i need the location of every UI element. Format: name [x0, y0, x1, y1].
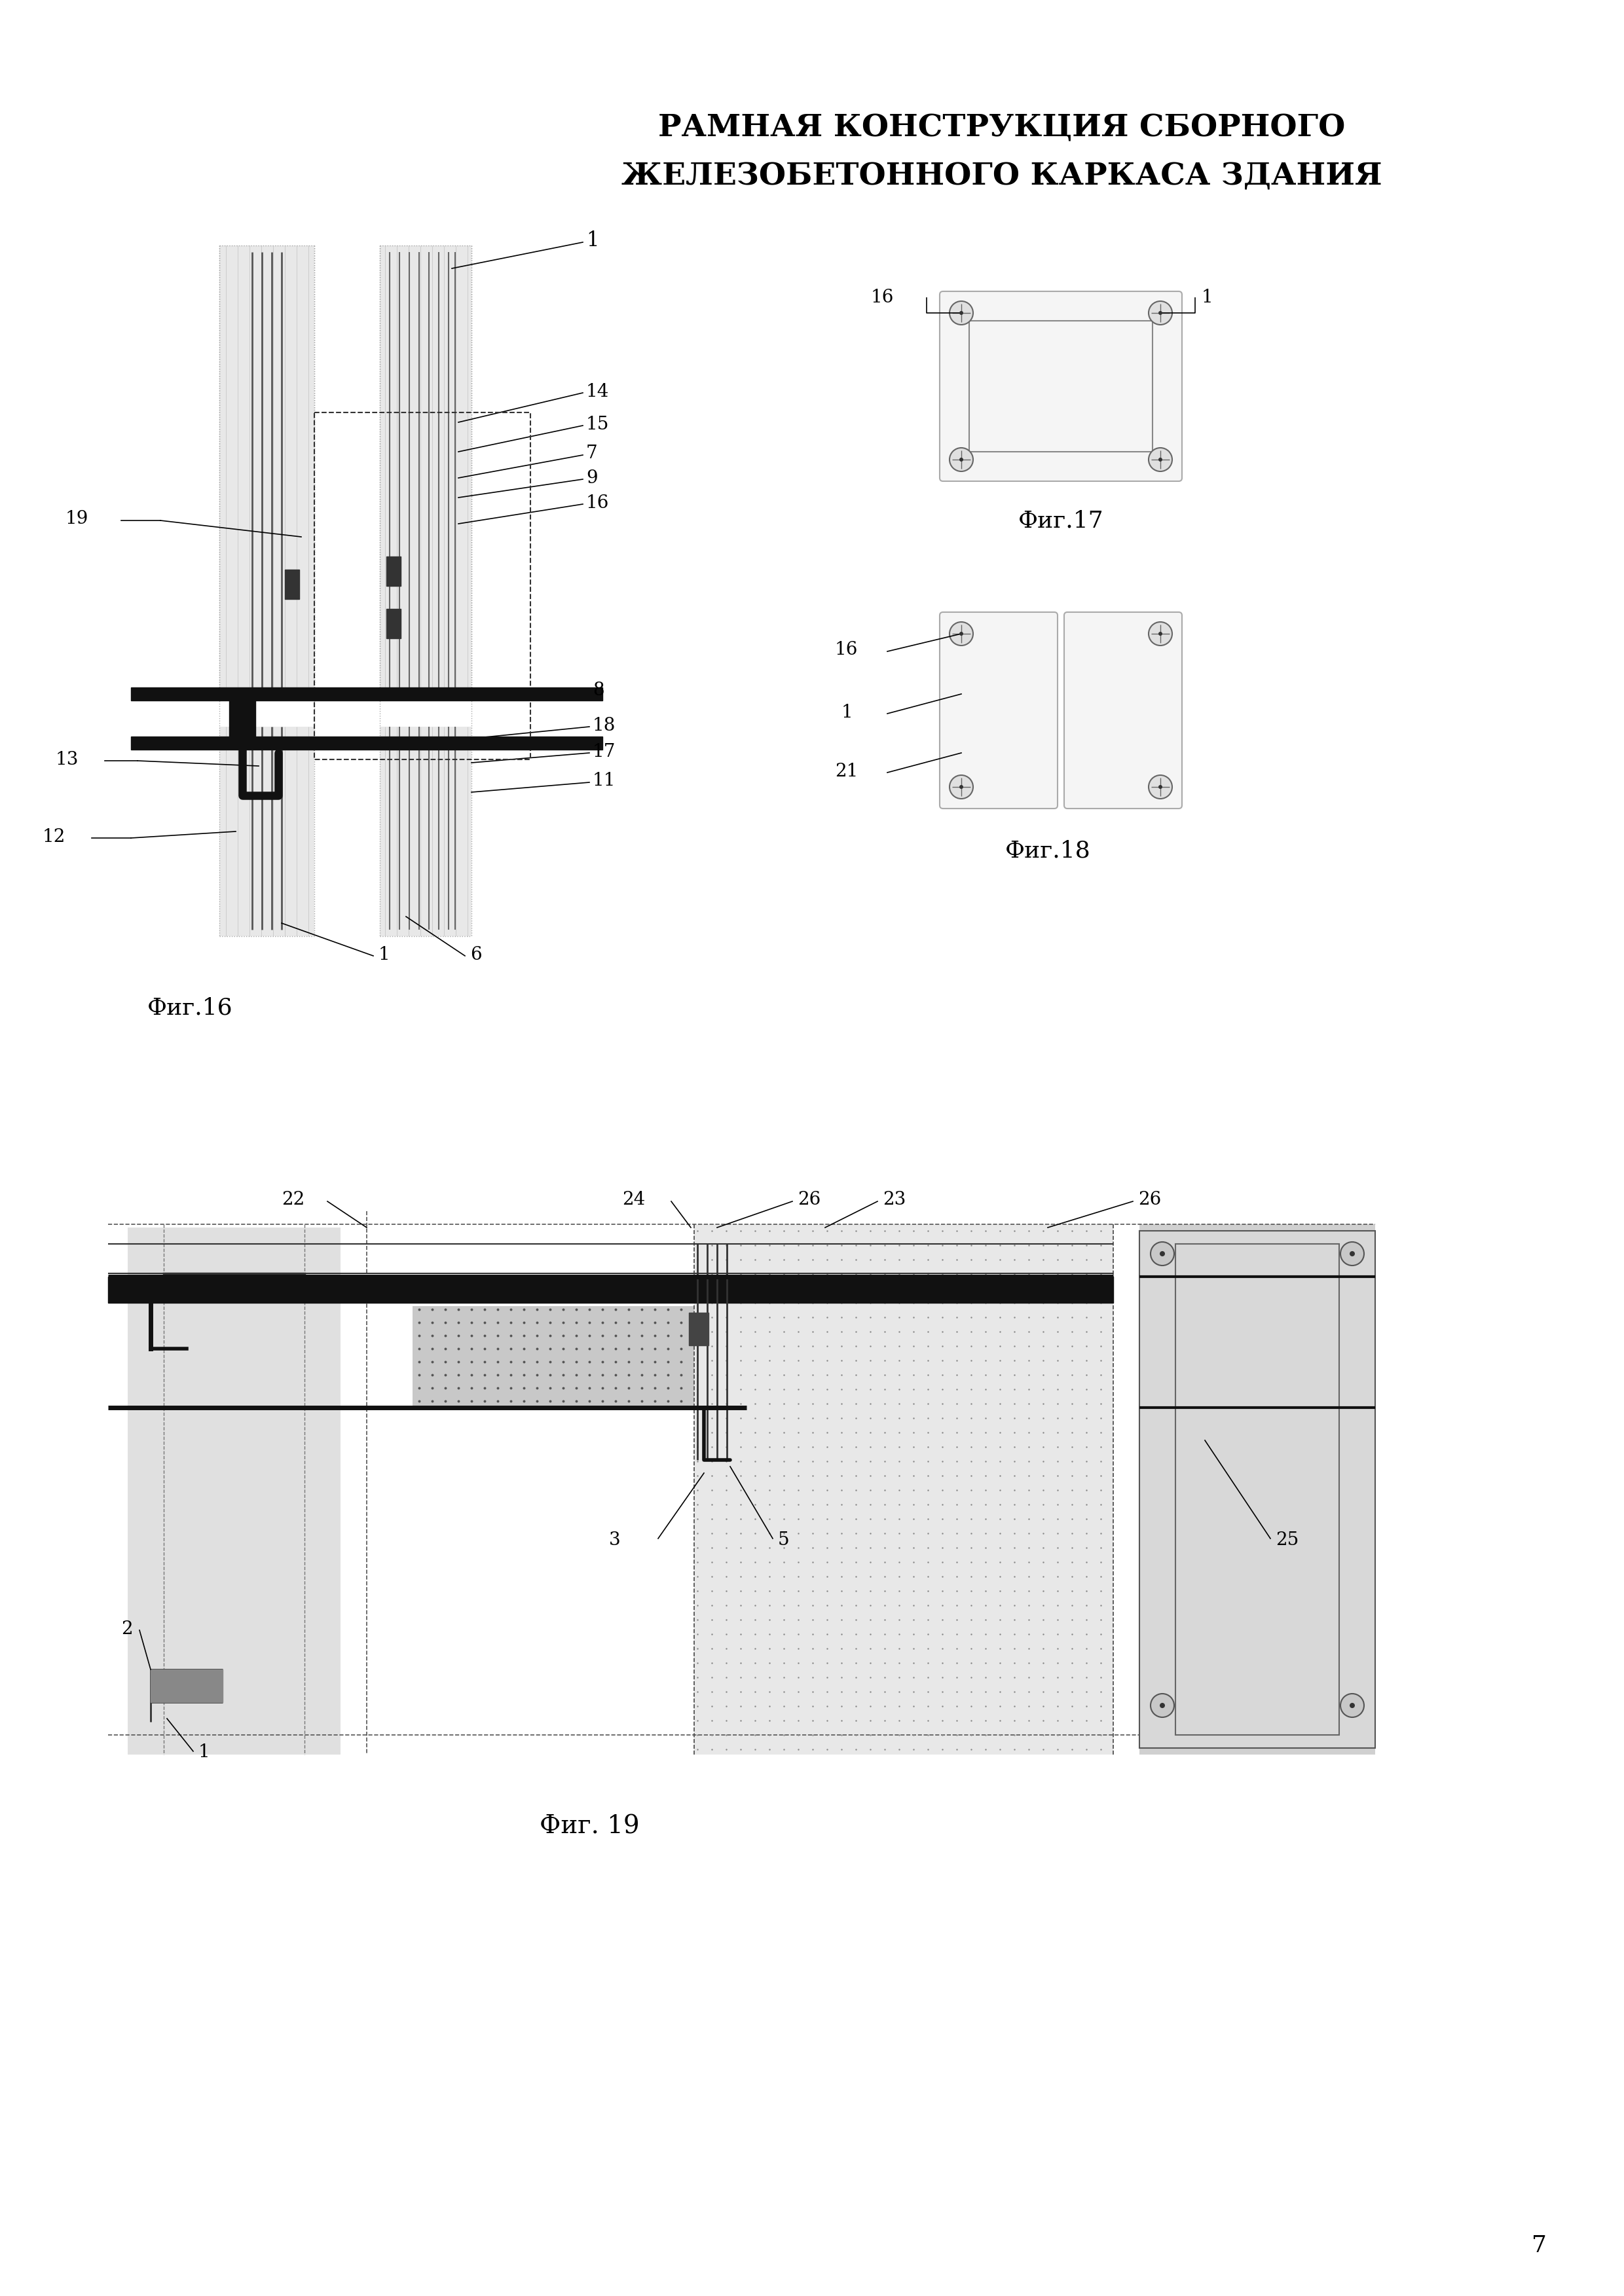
- Text: 6: 6: [471, 946, 482, 964]
- Text: 11: 11: [593, 771, 615, 790]
- Bar: [1140, 1231, 1376, 1747]
- Bar: [109, 1277, 1112, 1302]
- Bar: [1140, 1224, 1376, 1754]
- Text: 26: 26: [1138, 1192, 1161, 1210]
- Text: 7: 7: [586, 445, 598, 461]
- Circle shape: [1148, 448, 1173, 471]
- Circle shape: [1160, 1251, 1164, 1256]
- Circle shape: [1158, 631, 1163, 636]
- Circle shape: [1148, 776, 1173, 799]
- Text: Фиг.18: Фиг.18: [1005, 840, 1091, 863]
- Bar: [132, 687, 603, 700]
- Text: 1: 1: [586, 232, 599, 250]
- Circle shape: [1158, 457, 1163, 461]
- Text: 17: 17: [593, 742, 615, 760]
- Text: 13: 13: [55, 751, 80, 769]
- Text: 2: 2: [122, 1621, 133, 1637]
- Circle shape: [1340, 1242, 1364, 1265]
- Text: 21: 21: [835, 762, 857, 781]
- Bar: [412, 1306, 693, 1407]
- Text: Фиг.17: Фиг.17: [1018, 510, 1104, 533]
- FancyBboxPatch shape: [940, 292, 1182, 482]
- Text: 16: 16: [870, 289, 895, 308]
- Text: 15: 15: [586, 416, 609, 434]
- Bar: [380, 728, 471, 937]
- Circle shape: [950, 776, 973, 799]
- Bar: [380, 246, 471, 687]
- Bar: [219, 728, 315, 937]
- FancyBboxPatch shape: [940, 613, 1057, 808]
- Text: РАМНАЯ КОНСТРУКЦИЯ СБОРНОГО: РАМНАЯ КОНСТРУКЦИЯ СБОРНОГО: [658, 113, 1345, 142]
- Circle shape: [1150, 1242, 1174, 1265]
- Bar: [229, 700, 255, 737]
- Text: 16: 16: [835, 641, 857, 659]
- Circle shape: [1160, 1704, 1164, 1708]
- Bar: [689, 1313, 708, 1345]
- Bar: [693, 1224, 1112, 1754]
- Text: 7: 7: [1531, 2234, 1546, 2257]
- Circle shape: [1158, 785, 1163, 790]
- Bar: [387, 556, 401, 585]
- Circle shape: [1148, 622, 1173, 645]
- Text: 1: 1: [1202, 289, 1213, 308]
- Circle shape: [960, 457, 963, 461]
- Circle shape: [950, 301, 973, 324]
- Circle shape: [1158, 310, 1163, 315]
- Bar: [132, 737, 603, 748]
- Bar: [387, 608, 401, 638]
- Text: 8: 8: [593, 682, 604, 700]
- Text: 1: 1: [378, 946, 390, 964]
- Bar: [151, 1669, 222, 1701]
- Text: 24: 24: [622, 1192, 645, 1210]
- Text: 23: 23: [883, 1192, 906, 1210]
- Circle shape: [1340, 1694, 1364, 1717]
- Circle shape: [960, 310, 963, 315]
- Circle shape: [960, 631, 963, 636]
- Bar: [1176, 1244, 1340, 1736]
- Text: 26: 26: [797, 1192, 820, 1210]
- Text: 14: 14: [586, 383, 609, 400]
- Circle shape: [1150, 1694, 1174, 1717]
- Circle shape: [950, 622, 973, 645]
- Text: ЖЕЛЕЗОБЕТОННОГО КАРКАСА ЗДАНИЯ: ЖЕЛЕЗОБЕТОННОГО КАРКАСА ЗДАНИЯ: [622, 161, 1382, 193]
- Circle shape: [950, 448, 973, 471]
- Text: 1: 1: [841, 703, 853, 721]
- Text: 9: 9: [586, 468, 598, 487]
- Circle shape: [1148, 301, 1173, 324]
- Text: 1: 1: [198, 1743, 209, 1761]
- Text: 5: 5: [778, 1531, 789, 1550]
- Bar: [128, 1228, 341, 1754]
- Text: 22: 22: [281, 1192, 305, 1210]
- Text: 18: 18: [593, 716, 615, 735]
- Circle shape: [960, 785, 963, 790]
- FancyBboxPatch shape: [1064, 613, 1182, 808]
- Bar: [970, 321, 1153, 452]
- Text: Фиг. 19: Фиг. 19: [539, 1814, 640, 1839]
- Text: 19: 19: [65, 510, 89, 528]
- Text: 16: 16: [586, 494, 609, 512]
- Bar: [219, 246, 315, 687]
- Circle shape: [1350, 1251, 1354, 1256]
- Text: 3: 3: [609, 1531, 620, 1550]
- Text: Фиг.16: Фиг.16: [148, 996, 232, 1019]
- Text: 12: 12: [42, 829, 65, 845]
- Circle shape: [1350, 1704, 1354, 1708]
- Text: 25: 25: [1275, 1531, 1299, 1550]
- Bar: [284, 569, 299, 599]
